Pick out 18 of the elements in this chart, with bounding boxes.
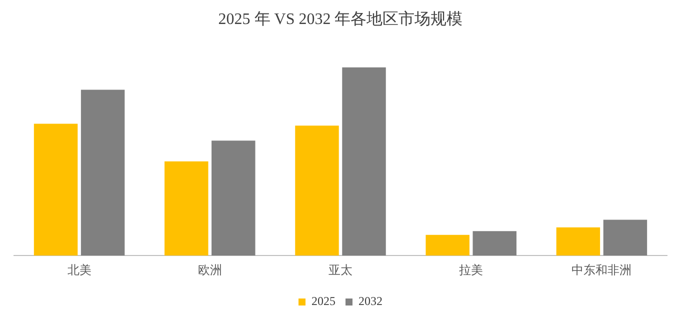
x-tick-label: 亚太 [328,262,352,277]
legend-label: 2032 [358,294,382,308]
bar [295,126,339,256]
bar [80,90,125,256]
bar [556,227,600,256]
x-tick-label: 中东和非洲 [572,262,632,277]
bar [603,220,648,256]
x-tick-label: 拉美 [459,262,484,277]
bar [164,161,208,256]
bar [212,140,256,256]
x-tick-label: 欧洲 [198,262,222,277]
bar [472,231,516,256]
bar [34,124,78,256]
bar [426,234,470,256]
legend-label: 2025 [312,294,336,308]
x-tick-label: 北美 [67,262,92,277]
chart-title: 2025 年 VS 2032 年各地区市场规模 [218,10,463,28]
bar [342,67,386,256]
